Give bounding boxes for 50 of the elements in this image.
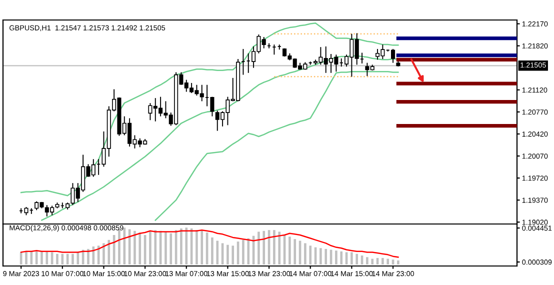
bar	[309, 246, 312, 265]
bar	[92, 246, 95, 265]
bar	[72, 254, 74, 265]
bar	[138, 232, 142, 265]
bar	[242, 240, 244, 265]
bar	[170, 233, 172, 265]
bar	[134, 230, 136, 265]
bar	[356, 254, 358, 265]
bar	[149, 230, 152, 265]
bar	[164, 232, 167, 265]
bar	[366, 257, 368, 265]
bar	[294, 239, 296, 265]
bar	[247, 238, 250, 265]
bar	[320, 248, 322, 265]
bar	[324, 248, 328, 265]
bar	[386, 258, 390, 265]
bar	[30, 251, 33, 265]
bar	[350, 252, 353, 265]
bar	[40, 251, 43, 265]
bar	[288, 236, 291, 265]
bar	[226, 244, 229, 265]
line-series	[154, 71, 399, 221]
bar	[61, 254, 64, 265]
bar	[46, 251, 48, 265]
bar	[304, 243, 306, 265]
bar	[258, 232, 260, 265]
bar	[118, 229, 120, 265]
bar	[87, 248, 90, 265]
bar	[108, 240, 110, 265]
bar	[76, 252, 80, 265]
bar	[335, 250, 338, 265]
bar	[196, 230, 198, 265]
bar	[180, 228, 182, 265]
bar	[340, 251, 343, 265]
bar	[123, 228, 126, 265]
bar	[232, 246, 234, 265]
bar	[371, 258, 374, 265]
bar	[397, 260, 400, 265]
bar	[273, 230, 276, 265]
bar	[382, 258, 384, 265]
bar	[25, 251, 28, 265]
bar	[102, 243, 105, 265]
bar	[278, 232, 281, 265]
bar	[216, 240, 219, 265]
bar	[154, 230, 157, 265]
bar	[262, 230, 266, 265]
bar	[200, 230, 204, 265]
bar	[56, 254, 58, 265]
bar	[185, 228, 188, 265]
bar	[211, 237, 214, 265]
